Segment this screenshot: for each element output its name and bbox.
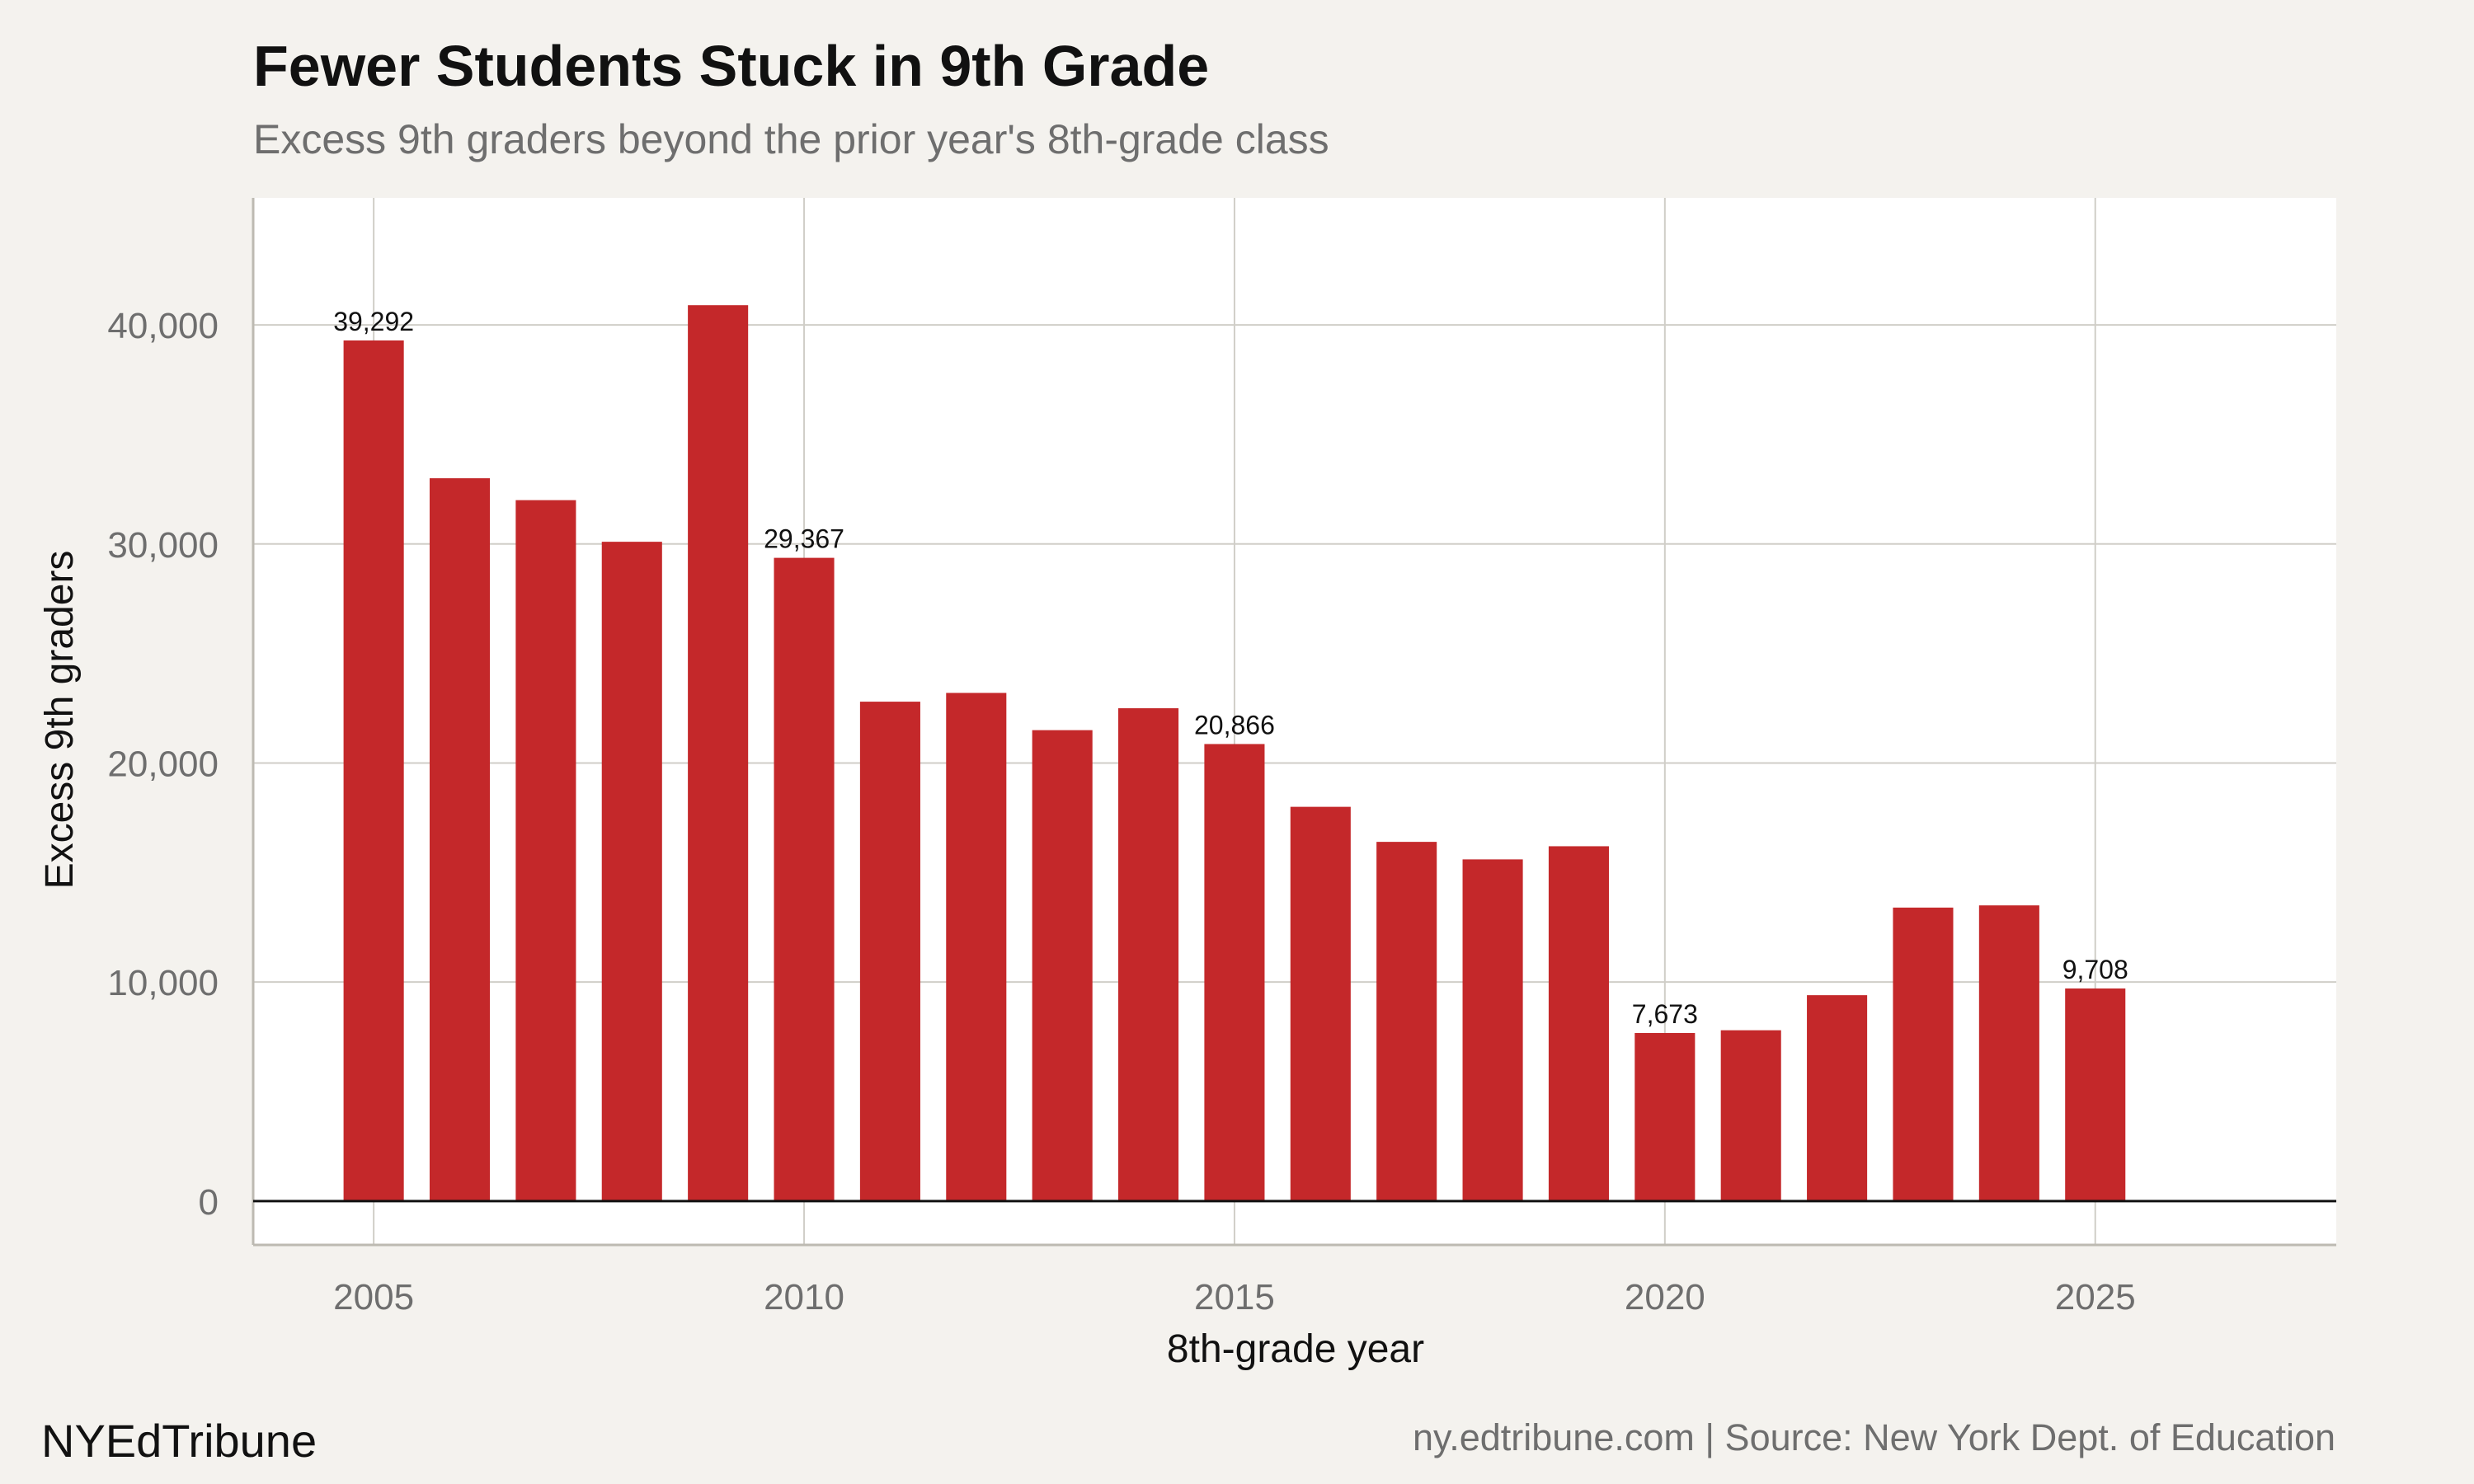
x-tick-label: 2015 — [1194, 1277, 1275, 1317]
bar-2015 — [1204, 744, 1265, 1201]
chart-subtitle: Excess 9th graders beyond the prior year… — [253, 116, 1329, 162]
data-label-2025: 9,708 — [2062, 955, 2128, 984]
y-tick-label: 30,000 — [107, 525, 219, 566]
bar-2009 — [688, 305, 749, 1201]
data-label-2020: 7,673 — [1632, 999, 1698, 1029]
bars — [343, 305, 2126, 1201]
y-axis-title: Excess 9th graders — [38, 551, 82, 890]
bar-2012 — [946, 693, 1007, 1201]
bar-2022 — [1807, 995, 1868, 1201]
axes — [252, 198, 2336, 1247]
bar-2017 — [1376, 842, 1437, 1201]
bar-2014 — [1118, 708, 1179, 1201]
y-tick-label: 0 — [199, 1182, 219, 1223]
bar-2006 — [429, 478, 491, 1201]
data-label-2005: 39,292 — [333, 307, 414, 336]
x-tick-label: 2010 — [764, 1277, 844, 1317]
data-label-2015: 20,866 — [1194, 710, 1275, 740]
bar-2024 — [1978, 905, 2039, 1201]
bar-2010 — [774, 557, 835, 1201]
bar-2025 — [2065, 988, 2126, 1201]
bar-2023 — [1893, 907, 1954, 1201]
bar-2011 — [859, 702, 920, 1201]
y-tick-label: 40,000 — [107, 306, 219, 346]
bar-2021 — [1720, 1030, 1781, 1201]
bar-2008 — [601, 542, 662, 1201]
data-label-2010: 29,367 — [764, 524, 844, 554]
bar-2018 — [1462, 859, 1523, 1201]
y-tick-label: 10,000 — [107, 963, 219, 1003]
data-labels: 39,292 29,367 20,866 7,673 9,708 — [333, 307, 2128, 1029]
x-tick-label: 2020 — [1625, 1277, 1705, 1317]
y-tick-label: 20,000 — [107, 744, 219, 784]
x-tick-label: 2005 — [333, 1277, 414, 1317]
x-tick-label: 2025 — [2055, 1277, 2136, 1317]
bar-2013 — [1032, 730, 1093, 1201]
x-axis-title: 8th-grade year — [1167, 1327, 1424, 1371]
bar-2016 — [1290, 806, 1351, 1201]
bar-2020 — [1634, 1032, 1696, 1201]
tick-labels: 0 10,000 20,000 30,000 40,000 2005 2010 2015 202… — [107, 306, 2135, 1317]
chart-title: Fewer Students Stuck in 9th Grade — [253, 34, 1210, 98]
bar-2019 — [1548, 846, 1609, 1201]
brand-name: NYEdTribune — [41, 1415, 317, 1467]
bar-2005 — [343, 340, 404, 1201]
source-credit: ny.edtribune.com | Source: New York Dept… — [1413, 1416, 2335, 1458]
bar-2007 — [515, 500, 576, 1201]
